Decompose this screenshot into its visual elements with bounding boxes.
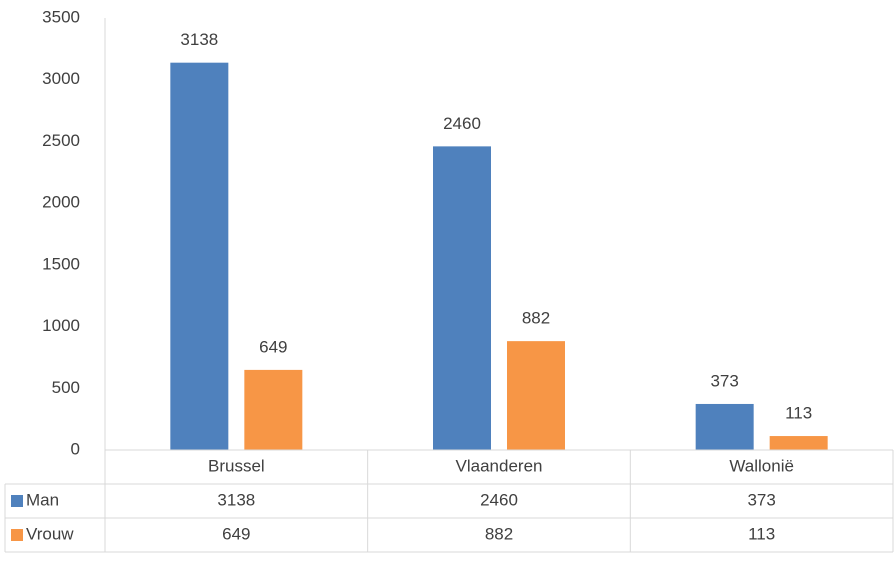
bar bbox=[695, 403, 754, 450]
legend-swatch bbox=[11, 495, 23, 507]
table-cell: 882 bbox=[485, 524, 513, 543]
data-label: 649 bbox=[259, 337, 287, 356]
bar bbox=[507, 341, 565, 450]
bar bbox=[769, 436, 828, 450]
table-cell: 113 bbox=[748, 524, 775, 543]
table-cell: 373 bbox=[747, 490, 775, 509]
legend-label: Man bbox=[26, 490, 59, 509]
legend-label: Vrouw bbox=[26, 524, 74, 543]
x-tick-label: Brussel bbox=[208, 456, 265, 475]
bar bbox=[244, 369, 303, 450]
y-tick-label: 1000 bbox=[42, 316, 80, 335]
data-label: 882 bbox=[522, 309, 550, 328]
y-tick-label: 500 bbox=[52, 378, 80, 397]
y-tick-label: 0 bbox=[71, 439, 80, 458]
y-tick-label: 3500 bbox=[42, 7, 80, 26]
y-tick-label: 1500 bbox=[42, 254, 80, 273]
legend-swatch bbox=[11, 529, 23, 541]
x-tick-label: Vlaanderen bbox=[456, 456, 543, 475]
data-label: 2460 bbox=[443, 114, 481, 133]
x-tick-label: Wallonië bbox=[729, 456, 794, 475]
table-cell: 3138 bbox=[217, 490, 255, 509]
y-tick-label: 2000 bbox=[42, 193, 80, 212]
data-label: 3138 bbox=[180, 30, 218, 49]
data-label: 373 bbox=[710, 371, 738, 390]
bar bbox=[433, 146, 491, 450]
bar bbox=[170, 62, 229, 450]
y-tick-label: 2500 bbox=[42, 131, 80, 150]
table-cell: 649 bbox=[222, 524, 250, 543]
table-cell: 2460 bbox=[480, 490, 518, 509]
data-label: 113 bbox=[785, 404, 812, 423]
y-tick-label: 3000 bbox=[42, 69, 80, 88]
